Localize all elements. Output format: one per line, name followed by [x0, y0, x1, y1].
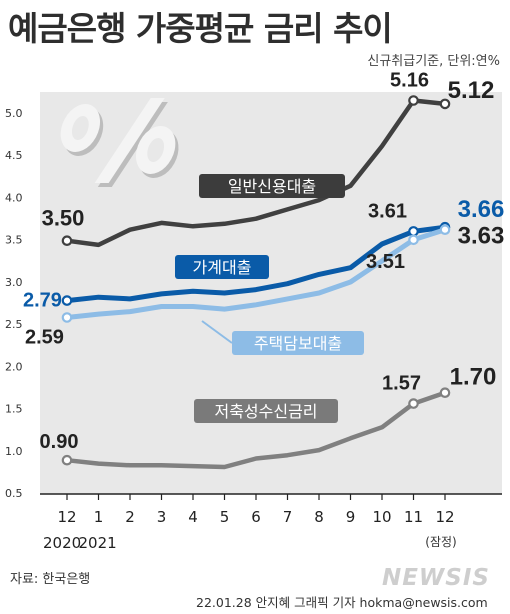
- series-name-label-household_loan: 가계대출: [175, 255, 269, 279]
- x-tick-label: 9: [346, 508, 356, 526]
- series-name-text: 일반신용대출: [228, 177, 316, 196]
- y-tick-label: 1.5: [5, 403, 23, 416]
- series-name-box: [232, 331, 364, 355]
- x-tick-label: 8: [314, 508, 324, 526]
- series-name-text: 가계대출: [193, 258, 252, 277]
- y-tick-label: 2.5: [5, 318, 23, 331]
- y-tick-label: 0.5: [5, 487, 23, 500]
- x-tick-label: 3: [157, 508, 167, 526]
- series-name-box: [175, 255, 269, 279]
- data-source: 자료: 한국은행: [10, 572, 91, 587]
- value-label: 0.90: [40, 431, 79, 453]
- series-name-text: 주택담보대출: [254, 334, 342, 353]
- chart-subtitle: 신규취급기준, 단위:연%: [367, 54, 500, 69]
- data-point-marker: [408, 95, 419, 106]
- series-name-label-general_loan: 일반신용대출: [199, 174, 345, 198]
- y-tick-label: 1.0: [5, 445, 23, 458]
- y-tick-label: 4.0: [5, 191, 23, 204]
- series-name-label-savings: 저축성수신금리: [194, 399, 338, 423]
- value-label: 1.57: [382, 373, 421, 395]
- data-point-marker: [408, 226, 419, 237]
- y-tick-label: 3.5: [5, 234, 23, 247]
- data-point-marker: [439, 387, 451, 398]
- y-tick-label: 4.5: [5, 149, 23, 162]
- value-label: 3.50: [42, 206, 85, 231]
- chart-title: 예금은행 가중평균 금리 추이: [8, 9, 393, 48]
- value-label: 3.61: [368, 200, 407, 222]
- x-tick-label: 6: [251, 508, 261, 526]
- data-point-marker: [61, 295, 73, 306]
- x-year-label: 2020: [43, 534, 81, 552]
- series-name-box: [194, 399, 338, 423]
- x-tick-label: 11: [404, 508, 423, 526]
- x-provisional-note: (잠정): [425, 535, 456, 549]
- data-point-marker: [61, 235, 73, 246]
- data-point-marker: [61, 454, 73, 466]
- data-point-marker: [439, 224, 451, 235]
- series-line-savings: [64, 390, 448, 470]
- x-tick-label: 10: [372, 508, 391, 526]
- y-tick-label: 3.0: [5, 276, 23, 289]
- watermark-logo: NEWSIS: [381, 565, 490, 591]
- series-name-box: [199, 174, 345, 198]
- graphic-credit: 22.01.28 안지혜 그래픽 기자 hokma@newsis.com: [196, 595, 488, 610]
- series-line-mortgage: [64, 227, 448, 320]
- value-label: 3.51: [366, 251, 405, 273]
- data-point-marker: [408, 234, 419, 246]
- plot-background: [40, 92, 502, 494]
- leader-line: [201, 320, 233, 344]
- series-line-household_loan: [64, 224, 448, 304]
- value-label: 5.12: [448, 77, 495, 104]
- x-tick-label: 12: [57, 508, 76, 526]
- series-name-text: 저축성수신금리: [214, 402, 317, 421]
- series-line-general_loan: [64, 98, 448, 248]
- data-point-marker: [439, 98, 451, 110]
- data-point-marker: [408, 398, 419, 409]
- value-label: 2.59: [25, 327, 64, 349]
- x-year-label: 2021: [79, 534, 117, 552]
- data-point-marker: [61, 312, 73, 323]
- x-tick-label: 1: [94, 508, 104, 526]
- y-tick-label: 2.0: [5, 360, 23, 373]
- value-label: 5.16: [390, 69, 429, 91]
- x-tick-label: 2: [125, 508, 135, 526]
- x-tick-label: 5: [220, 508, 230, 526]
- x-tick-label: 4: [188, 508, 198, 526]
- series-name-label-mortgage: 주택담보대출: [201, 320, 364, 355]
- value-label: 3.63: [458, 223, 505, 250]
- y-tick-label: 5.0: [5, 107, 23, 120]
- x-tick-label: 12: [435, 508, 454, 526]
- value-label: 3.66: [458, 196, 505, 223]
- x-tick-label: 7: [283, 508, 293, 526]
- value-label: 2.79: [23, 290, 62, 312]
- value-label: 1.70: [450, 364, 497, 391]
- percent-symbol-decoration: [60, 98, 179, 187]
